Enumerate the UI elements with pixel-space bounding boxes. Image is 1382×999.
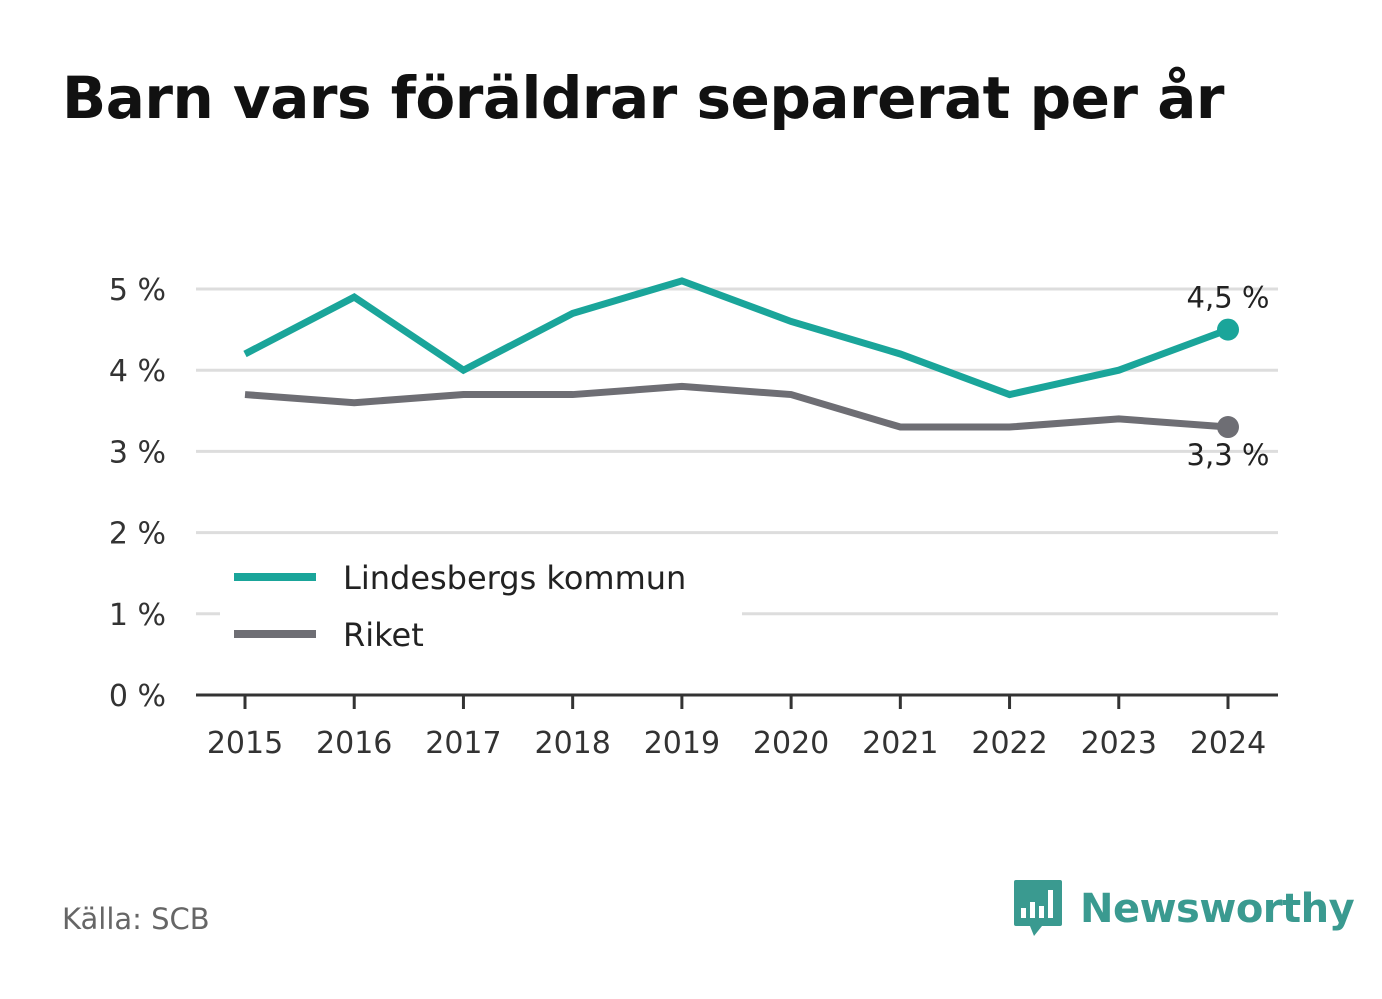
x-tick-label: 2016 bbox=[316, 726, 392, 761]
source-note: Källa: SCB bbox=[62, 902, 210, 936]
x-tick-label: 2017 bbox=[425, 726, 501, 761]
chart-title: Barn vars föräldrar separerat per år bbox=[62, 64, 1224, 132]
legend-background bbox=[220, 550, 742, 665]
x-tick-label: 2024 bbox=[1190, 726, 1266, 761]
y-axis-ticks: 0 % 1 % 2 % 3 % 4 % 5 % bbox=[109, 273, 166, 714]
x-axis: 2015 2016 2017 2018 2019 2020 2021 2022 2023 2024 bbox=[196, 693, 1278, 761]
y-tick-label: 0 % bbox=[109, 679, 166, 714]
x-tick-label: 2022 bbox=[971, 726, 1047, 761]
legend-label: Riket bbox=[343, 616, 424, 654]
end-value-label: 3,3 % bbox=[1187, 438, 1270, 472]
bar-chart-speech-bubble-icon bbox=[1014, 880, 1062, 936]
x-tick-label: 2018 bbox=[534, 726, 610, 761]
y-tick-label: 4 % bbox=[109, 354, 166, 389]
y-tick-label: 2 % bbox=[109, 517, 166, 552]
legend-label: Lindesbergs kommun bbox=[343, 559, 686, 597]
series-end-point bbox=[1217, 318, 1239, 341]
series-line bbox=[243, 277, 1230, 399]
y-tick-label: 1 % bbox=[109, 598, 166, 633]
y-tick-label: 3 % bbox=[109, 435, 166, 470]
x-tick-label: 2019 bbox=[644, 726, 720, 761]
series-line bbox=[244, 382, 1229, 431]
legend: Lindesbergs kommun Riket bbox=[220, 550, 742, 665]
x-tick-label: 2023 bbox=[1081, 726, 1157, 761]
series-lines bbox=[243, 277, 1239, 439]
x-tick-label: 2020 bbox=[753, 726, 829, 761]
brand-name: Newsworthy bbox=[1080, 886, 1355, 932]
x-tick-label: 2015 bbox=[207, 726, 283, 761]
series-end-point bbox=[1217, 416, 1239, 439]
brand-logo: Newsworthy bbox=[1012, 878, 1355, 940]
y-tick-label: 5 % bbox=[109, 273, 166, 308]
end-value-label: 4,5 % bbox=[1187, 281, 1270, 315]
end-labels: 4,5 % 3,3 % bbox=[1187, 281, 1270, 472]
x-tick-label: 2021 bbox=[862, 726, 938, 761]
